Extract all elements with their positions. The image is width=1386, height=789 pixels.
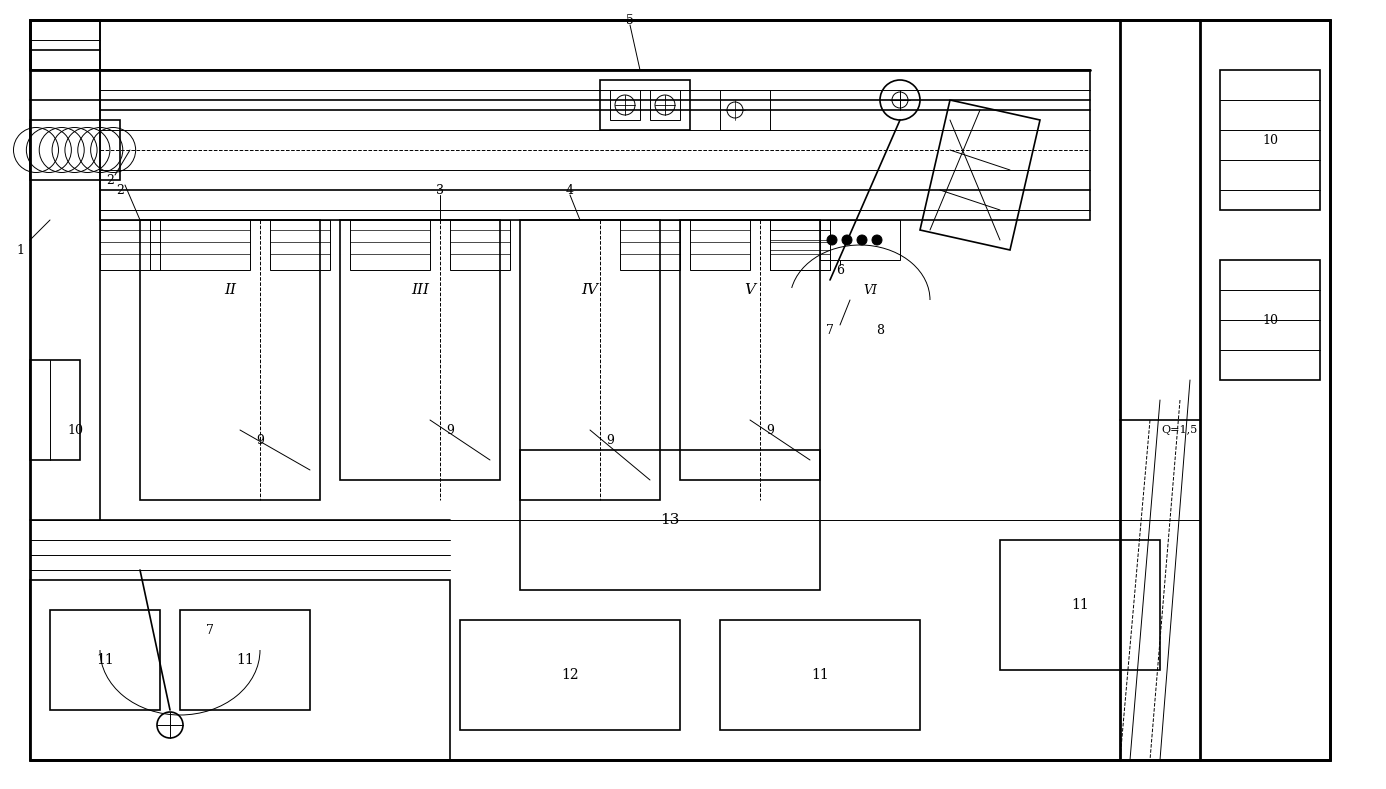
Text: III: III	[412, 283, 430, 297]
Text: VI: VI	[863, 283, 877, 297]
Text: 7: 7	[207, 623, 213, 637]
Bar	[270, 220, 330, 270]
Bar	[600, 80, 690, 130]
Text: 9: 9	[446, 424, 455, 436]
Text: 13: 13	[660, 513, 679, 527]
Bar	[50, 610, 159, 710]
Bar	[719, 620, 920, 730]
Bar	[650, 90, 681, 120]
Bar	[719, 90, 771, 130]
Bar	[340, 220, 500, 480]
Bar	[30, 580, 450, 760]
Text: 1: 1	[17, 244, 24, 256]
Text: 2: 2	[107, 174, 114, 186]
Bar	[140, 220, 320, 500]
Text: 11: 11	[1071, 598, 1089, 612]
Circle shape	[872, 235, 881, 245]
Bar	[610, 90, 640, 120]
Circle shape	[843, 235, 852, 245]
Bar	[520, 220, 660, 500]
Bar	[30, 120, 121, 180]
Text: 7: 7	[826, 323, 834, 336]
Text: 3: 3	[437, 184, 444, 196]
Text: IV: IV	[582, 283, 599, 297]
Bar	[150, 220, 249, 270]
Bar	[620, 220, 681, 270]
Circle shape	[857, 235, 868, 245]
Text: Q=1,5: Q=1,5	[1161, 425, 1198, 435]
Text: 11: 11	[96, 653, 114, 667]
Text: 9: 9	[256, 433, 263, 447]
Bar	[1001, 540, 1160, 670]
Text: II: II	[225, 283, 236, 297]
Bar	[180, 610, 310, 710]
Text: 6: 6	[836, 264, 844, 276]
Text: 11: 11	[236, 653, 254, 667]
Bar	[351, 220, 430, 270]
Bar	[520, 450, 821, 590]
Bar	[681, 220, 821, 480]
Text: 8: 8	[876, 323, 884, 336]
Circle shape	[827, 235, 837, 245]
Bar	[771, 220, 830, 270]
Bar	[1220, 70, 1319, 210]
Text: 11: 11	[811, 668, 829, 682]
Bar	[1220, 260, 1319, 380]
Text: 9: 9	[766, 424, 773, 436]
Text: 5: 5	[626, 13, 633, 27]
Text: 4: 4	[565, 184, 574, 196]
Text: 10: 10	[67, 424, 83, 436]
Text: 2: 2	[116, 184, 123, 196]
Bar	[450, 220, 510, 270]
Text: V: V	[744, 283, 755, 297]
Bar	[100, 70, 1089, 220]
Text: 9: 9	[606, 433, 614, 447]
Bar	[821, 220, 900, 260]
Bar	[100, 220, 159, 270]
Text: 10: 10	[1263, 133, 1278, 147]
Bar	[690, 220, 750, 270]
Bar	[30, 360, 80, 460]
Bar	[460, 620, 681, 730]
Text: 10: 10	[1263, 313, 1278, 327]
Text: 12: 12	[561, 668, 579, 682]
Bar	[771, 220, 830, 270]
